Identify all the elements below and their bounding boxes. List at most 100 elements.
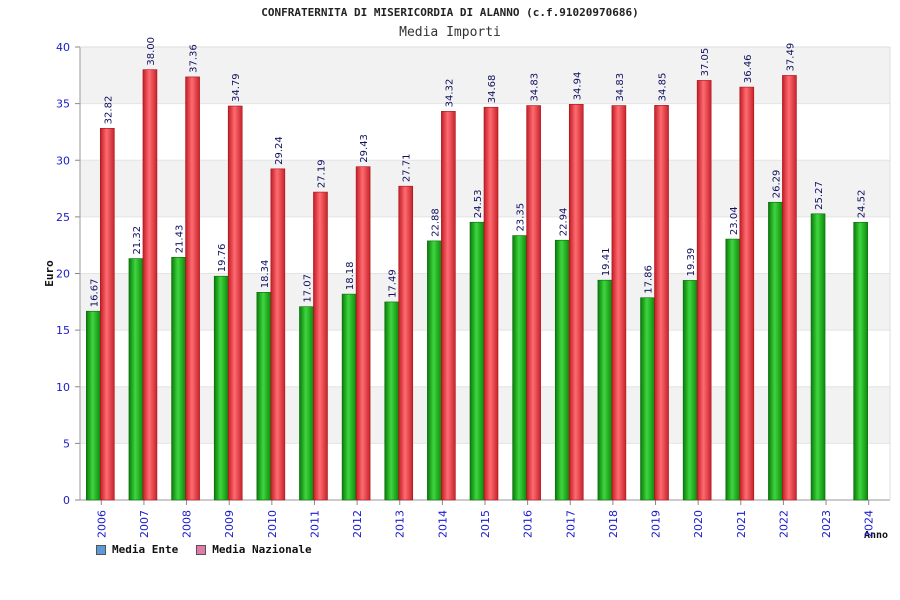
- x-tick-label: 2007: [138, 510, 151, 538]
- chart-title: CONFRATERNITA DI MISERICORDIA DI ALANNO …: [261, 6, 639, 19]
- x-tick-label: 2021: [735, 510, 748, 538]
- x-tick-label: 2008: [181, 510, 194, 538]
- data-label-ente: 16.67: [89, 279, 100, 308]
- x-tick-label: 2016: [522, 510, 535, 538]
- bar-ente: [469, 221, 485, 501]
- bar-nazionale: [611, 105, 627, 501]
- legend-label-ente: Media Ente: [112, 543, 179, 556]
- chart-subtitle: Media Importi: [399, 25, 501, 40]
- bar-nazionale: [654, 105, 669, 501]
- data-label-ente: 19.41: [601, 248, 612, 277]
- y-tick-label: 10: [56, 381, 70, 394]
- data-label-ente: 21.32: [132, 226, 143, 255]
- y-tick-label: 35: [56, 98, 70, 111]
- bar-ente: [299, 306, 314, 501]
- y-tick-label: 30: [56, 154, 70, 167]
- x-tick-label: 2020: [692, 510, 705, 538]
- y-tick-label: 20: [56, 268, 70, 281]
- data-label-ente: 24.52: [857, 190, 868, 219]
- y-tick-label: 40: [56, 41, 70, 54]
- legend-label-nazionale: Media Nazionale: [212, 543, 312, 556]
- x-tick-label: 2014: [436, 510, 449, 538]
- data-label-ente: 17.07: [302, 274, 313, 303]
- x-axis-title: Anno: [864, 530, 888, 541]
- y-tick-label: 15: [56, 324, 70, 337]
- bar-ente: [512, 235, 527, 501]
- bar-nazionale: [398, 185, 414, 501]
- bar-ente: [682, 280, 698, 501]
- bar-nazionale: [441, 111, 456, 501]
- bar-nazionale: [526, 105, 541, 501]
- data-label-nazionale: 29.24: [274, 136, 285, 165]
- data-label-nazionale: 36.46: [743, 54, 754, 83]
- data-label-nazionale: 34.83: [530, 73, 541, 102]
- data-label-nazionale: 29.43: [359, 134, 370, 163]
- data-label-ente: 23.35: [516, 203, 527, 232]
- x-tick-label: 2023: [820, 510, 833, 538]
- x-tick-label: 2024: [863, 510, 876, 538]
- chart-legend: Media Ente Media Nazionale: [96, 543, 312, 556]
- grid-band: [80, 47, 890, 104]
- bar-nazionale: [142, 69, 158, 501]
- bar-nazionale: [185, 76, 200, 501]
- bar-ente: [554, 239, 570, 501]
- x-tick-label: 2010: [266, 510, 279, 538]
- bar-ente: [384, 301, 400, 501]
- bar-nazionale: [270, 168, 286, 501]
- bar-nazionale: [696, 80, 712, 501]
- bar-nazionale: [100, 128, 115, 501]
- data-label-ente: 18.34: [260, 260, 271, 289]
- data-label-ente: 17.86: [644, 265, 655, 294]
- data-label-ente: 22.88: [430, 208, 441, 237]
- legend-swatch-ente: [96, 544, 106, 555]
- bar-ente: [640, 297, 655, 501]
- data-label-ente: 19.39: [686, 248, 697, 277]
- legend-item-ente: Media Ente: [96, 543, 178, 556]
- y-tick-label: 5: [63, 437, 70, 450]
- bar-ente: [810, 213, 826, 501]
- data-label-ente: 21.43: [175, 225, 186, 254]
- x-tick-label: 2017: [564, 510, 577, 538]
- bar-nazionale: [227, 105, 243, 501]
- data-label-nazionale: 37.36: [189, 44, 200, 73]
- data-label-nazionale: 32.82: [103, 96, 114, 125]
- x-tick-label: 2018: [607, 510, 620, 538]
- data-label-ente: 22.94: [558, 208, 569, 237]
- data-label-nazionale: 27.19: [316, 159, 327, 188]
- bar-ente: [128, 258, 144, 501]
- x-tick-label: 2011: [308, 510, 321, 538]
- bar-nazionale: [483, 106, 499, 501]
- data-label-ente: 18.18: [345, 261, 356, 290]
- x-tick-label: 2009: [223, 510, 236, 538]
- data-label-nazionale: 34.32: [444, 79, 455, 108]
- y-tick-label: 25: [56, 211, 70, 224]
- data-label-ente: 23.04: [729, 206, 740, 235]
- bar-ente: [725, 238, 741, 501]
- x-tick-label: 2015: [479, 510, 492, 538]
- data-label-ente: 26.29: [771, 170, 782, 199]
- bar-ente: [256, 291, 272, 501]
- bar-ente: [427, 240, 442, 501]
- bar-ente: [853, 222, 868, 501]
- bar-nazionale: [568, 104, 584, 501]
- x-tick-label: 2022: [777, 510, 790, 538]
- y-axis-title: Euro: [43, 260, 56, 287]
- bar-ente: [341, 293, 357, 501]
- x-tick-label: 2012: [351, 510, 364, 538]
- data-label-nazionale: 34.94: [572, 72, 583, 101]
- data-label-ente: 19.76: [217, 244, 228, 273]
- bar-ente: [213, 275, 229, 501]
- x-tick-label: 2006: [95, 510, 108, 538]
- data-label-ente: 25.27: [814, 181, 825, 210]
- bar-nazionale: [355, 166, 371, 501]
- data-label-ente: 17.49: [388, 269, 399, 298]
- bar-ente: [597, 279, 613, 501]
- x-tick-label: 2013: [394, 510, 407, 538]
- y-tick-label: 0: [63, 494, 70, 507]
- bar-ente: [86, 310, 101, 501]
- data-label-nazionale: 34.83: [615, 73, 626, 102]
- data-label-nazionale: 27.71: [402, 154, 413, 183]
- x-tick-label: 2019: [650, 510, 663, 538]
- bar-nazionale: [782, 75, 797, 501]
